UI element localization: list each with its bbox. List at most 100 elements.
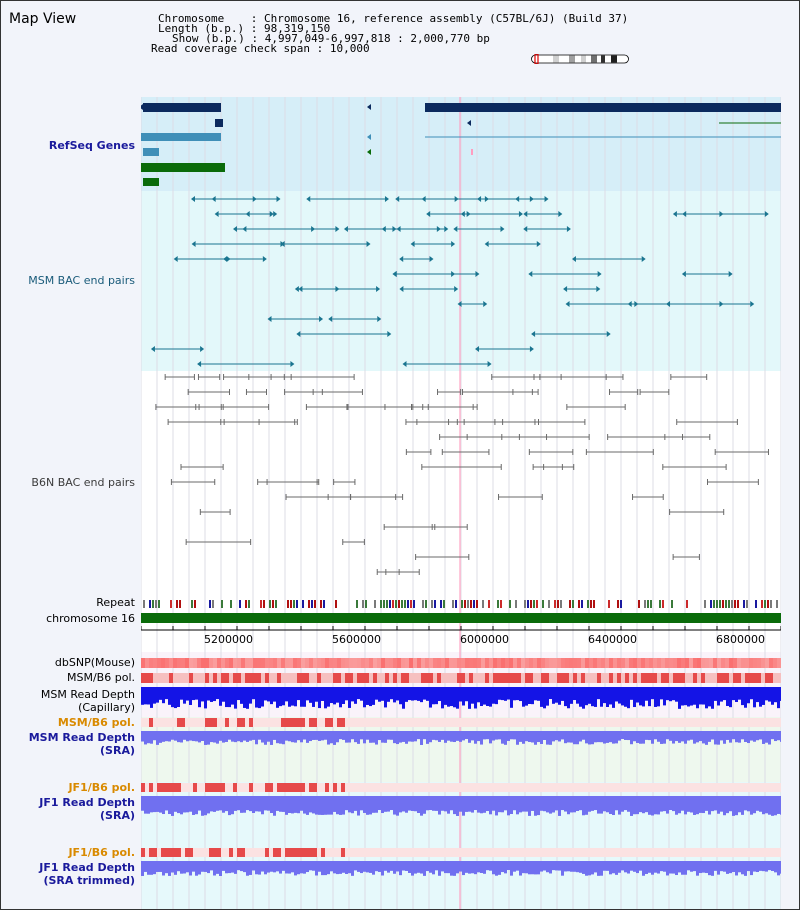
- depth-bar: [720, 796, 723, 812]
- length-info: Length (b.p.) : 98,319,150: [158, 22, 331, 35]
- depth-bar: [534, 861, 537, 875]
- pol-cell: [213, 718, 217, 727]
- pol-cell: [493, 848, 497, 857]
- repeat-mark: [455, 600, 457, 608]
- pol-cell: [649, 673, 653, 683]
- repeat-mark: [407, 600, 409, 608]
- bac-end-arrow: [641, 256, 646, 262]
- pol-cell: [373, 673, 377, 683]
- track-label-repeat[interactable]: Repeat: [96, 596, 135, 609]
- track-label-msm-b6-pol-sra[interactable]: MSM/B6 pol.: [57, 716, 135, 729]
- depth-bar: [246, 861, 249, 876]
- depth-bar: [624, 731, 627, 740]
- track-label-msm-bac[interactable]: MSM BAC end pairs: [28, 274, 135, 287]
- pol-cell: [381, 783, 385, 792]
- dbsnp-cell: [765, 658, 769, 668]
- track-canvas[interactable]: [141, 97, 781, 909]
- pol-cell: [709, 848, 713, 857]
- bac-end-arrow: [531, 331, 536, 337]
- depth-bar: [573, 687, 576, 701]
- track-label-jf1-b6-pol-trimmed[interactable]: JF1/B6 pol.: [68, 846, 135, 859]
- depth-bar: [324, 687, 327, 709]
- depth-bar: [687, 861, 690, 871]
- depth-bar: [372, 687, 375, 705]
- depth-bar: [519, 796, 522, 813]
- track-label-jf1-b6-pol[interactable]: JF1/B6 pol.: [68, 781, 135, 794]
- pol-cell: [173, 783, 177, 792]
- chromosome-ideogram[interactable]: [531, 54, 629, 64]
- depth-bar: [336, 861, 339, 875]
- depth-bar: [393, 687, 396, 703]
- pol-cell: [233, 673, 237, 683]
- dbsnp-cell: [469, 658, 473, 668]
- pol-cell: [717, 848, 721, 857]
- dbsnp-cell: [389, 658, 393, 668]
- pol-cell: [325, 783, 329, 792]
- pol-cell: [673, 718, 677, 727]
- pol-cell: [349, 783, 353, 792]
- depth-bar: [306, 861, 309, 873]
- dbsnp-cell: [233, 658, 237, 668]
- track-label-dbsnp[interactable]: dbSNP(Mouse): [54, 656, 135, 669]
- depth-bar: [438, 796, 441, 815]
- depth-bar: [438, 731, 441, 742]
- depth-bar: [687, 687, 690, 707]
- depth-bar: [768, 861, 771, 871]
- pol-cell: [325, 673, 329, 683]
- depth-bar: [297, 861, 300, 875]
- pol-cell: [369, 673, 373, 683]
- track-label-chromosome[interactable]: chromosome 16: [46, 612, 135, 625]
- depth-bar: [777, 861, 780, 876]
- track-label-jf1-read-depth[interactable]: JF1 Read Depth (SRA): [1, 796, 135, 822]
- pol-cell: [609, 718, 613, 727]
- depth-bar: [441, 861, 444, 872]
- dbsnp-cell: [241, 658, 245, 668]
- depth-bar: [684, 861, 687, 875]
- pol-cell: [593, 783, 597, 792]
- depth-bar: [681, 731, 684, 742]
- pol-cell: [293, 848, 297, 857]
- track-label-msm-read-depth-capillary[interactable]: MSM Read Depth (Capillary): [1, 688, 135, 714]
- depth-bar: [471, 861, 474, 874]
- repeat-mark: [572, 600, 574, 608]
- depth-bar: [603, 687, 606, 704]
- dbsnp-cell: [221, 658, 225, 668]
- depth-bar: [453, 796, 456, 815]
- depth-bar: [411, 861, 414, 876]
- pol-cell: [165, 718, 169, 727]
- depth-bar: [552, 796, 555, 813]
- dbsnp-cell: [181, 658, 185, 668]
- depth-bar: [213, 687, 216, 702]
- pol-cell: [597, 783, 601, 792]
- track-label-jf1-read-depth-trimmed[interactable]: JF1 Read Depth (SRA trimmed): [1, 861, 135, 887]
- depth-bar: [300, 731, 303, 743]
- depth-bar: [384, 796, 387, 812]
- repeat-mark: [497, 600, 499, 608]
- pol-cell: [185, 718, 189, 727]
- pol-cell: [221, 718, 225, 727]
- pol-cell: [201, 848, 205, 857]
- track-label-msm-b6-pol[interactable]: MSM/B6 pol.: [67, 671, 135, 684]
- dbsnp-cell: [637, 658, 641, 668]
- depth-bar: [522, 861, 525, 874]
- depth-bar: [228, 687, 231, 708]
- depth-bar: [252, 731, 255, 740]
- dbsnp-cell: [677, 658, 681, 668]
- track-label-b6n-bac[interactable]: B6N BAC end pairs: [31, 476, 135, 489]
- depth-bar: [411, 731, 414, 742]
- pol-cell: [457, 718, 461, 727]
- depth-bar: [396, 796, 399, 816]
- depth-bar: [645, 861, 648, 874]
- pol-cell: [141, 718, 145, 727]
- track-label-msm-read-depth-sra[interactable]: MSM Read Depth (SRA): [1, 731, 135, 757]
- pol-cell: [597, 718, 601, 727]
- depth-bar: [447, 687, 450, 707]
- genome-track-viewer[interactable]: [141, 97, 781, 909]
- depth-bar: [192, 861, 195, 872]
- depth-bar: [489, 861, 492, 871]
- depth-bar: [576, 731, 579, 745]
- repeat-mark: [461, 600, 463, 608]
- track-label-refseq[interactable]: RefSeq Genes: [48, 139, 135, 152]
- pol-cell: [449, 718, 453, 727]
- pol-cell: [581, 718, 585, 727]
